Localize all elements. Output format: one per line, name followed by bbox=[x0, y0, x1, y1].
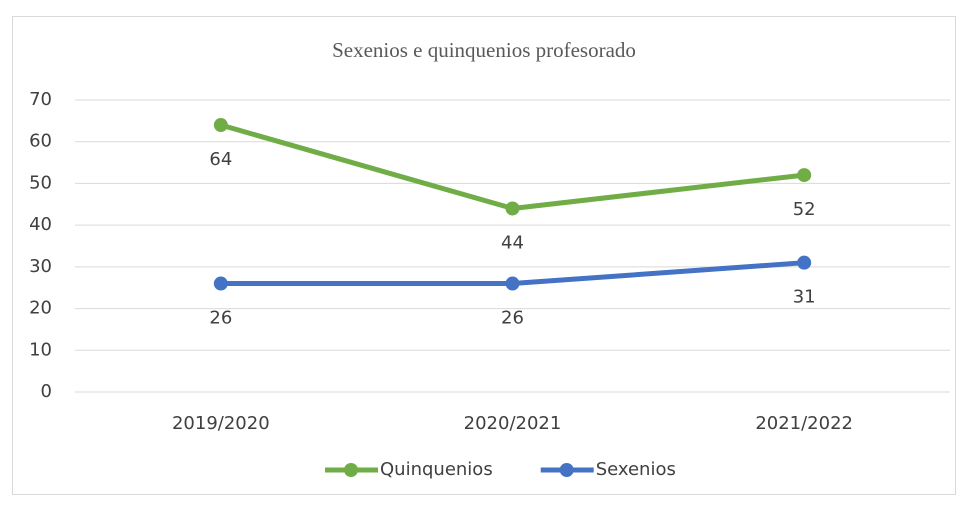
legend-label: Quinquenios bbox=[380, 459, 493, 480]
y-tick-label: 40 bbox=[29, 214, 52, 235]
data-label: 26 bbox=[501, 308, 524, 329]
point bbox=[797, 168, 812, 183]
point bbox=[213, 118, 228, 133]
y-tick-label: 60 bbox=[29, 131, 52, 152]
y-tick-label: 20 bbox=[29, 298, 52, 319]
point bbox=[505, 276, 520, 291]
legend-marker bbox=[344, 463, 358, 477]
legend-marker bbox=[559, 463, 574, 477]
y-tick-label: 30 bbox=[29, 256, 52, 277]
data-label: 64 bbox=[209, 149, 232, 170]
point bbox=[213, 276, 228, 291]
data-label: 52 bbox=[793, 199, 816, 220]
data-label: 31 bbox=[793, 287, 816, 308]
x-tick-label: 2019/2020 bbox=[172, 413, 270, 434]
y-tick-label: 0 bbox=[41, 381, 52, 402]
data-label: 44 bbox=[501, 232, 524, 253]
point bbox=[505, 201, 520, 216]
chart-title: Sexenios e quinquenios profesorado bbox=[332, 38, 636, 62]
y-tick-label: 70 bbox=[29, 89, 52, 110]
point bbox=[797, 255, 812, 270]
chart-border bbox=[12, 16, 956, 495]
y-tick-label: 10 bbox=[29, 339, 52, 360]
y-tick-label: 50 bbox=[29, 172, 52, 193]
x-tick-label: 2021/2022 bbox=[755, 413, 853, 434]
x-tick-label: 2020/2021 bbox=[464, 413, 562, 434]
data-label: 26 bbox=[209, 308, 232, 329]
legend-label: Sexenios bbox=[596, 459, 676, 480]
